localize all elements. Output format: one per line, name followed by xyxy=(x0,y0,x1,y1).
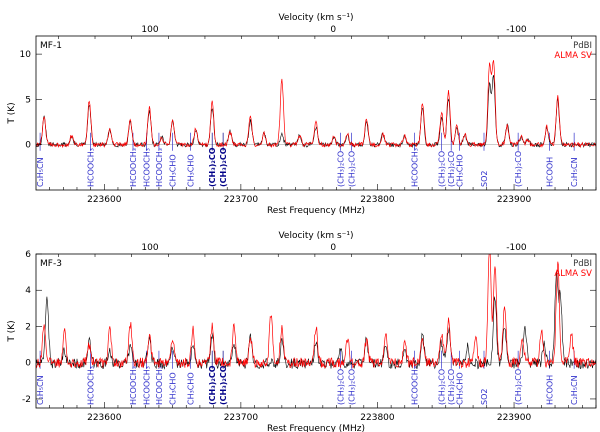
line-marker-label: (CH₃)₂CO xyxy=(348,151,357,187)
spectrum-panel-mf1: C₂H₅CN HCOOCH₃ HCOOCH₃ HCOOCH₃ HCOOCH₃ CH₃CHO… xyxy=(7,13,597,216)
spectrum-alma-sv xyxy=(36,254,596,369)
x-tick-label: 223900 xyxy=(497,413,532,423)
spectrum-panel-mf3: C₂H₅CN HCOOCH₃ HCOOCH₃ HCOOCH₃ HCOOCH₃ CH₃CHO… xyxy=(7,231,597,432)
line-marker-label: HCOOCH₃ xyxy=(87,366,96,405)
line-marker-label: (CH₃)₂CO xyxy=(337,151,346,187)
line-marker-label: HCOOH xyxy=(546,375,555,405)
line-marker-label: SO2 xyxy=(480,171,489,187)
top-tick-label: 100 xyxy=(141,243,158,253)
line-marker-label: (CH₃)₂CO xyxy=(447,151,456,187)
line-marker-label: (CH₃)₂CO xyxy=(514,151,523,187)
top-tick-label: -100 xyxy=(506,25,527,35)
line-marker-label: C₂H₅CN xyxy=(36,157,45,187)
top-tick-label: 0 xyxy=(330,25,336,35)
y-axis-title: T (K) xyxy=(7,102,17,124)
top-tick-label: 100 xyxy=(141,25,158,35)
y-tick-label: 4 xyxy=(25,286,31,296)
top-tick-label: 0 xyxy=(330,243,336,253)
line-marker-label: HCOOCH₃ xyxy=(87,148,96,187)
line-marker-label: (CH₃)₂CO xyxy=(348,369,357,405)
line-marker-label: C₂H₅CN xyxy=(570,157,579,187)
line-marker-label: (CH₃)₂CO xyxy=(208,365,217,405)
panel-label: MF-3 xyxy=(40,259,62,269)
line-marker-label: (CH₃)₂CO xyxy=(438,151,447,187)
line-marker-label: HCOOCH₃ xyxy=(155,366,164,405)
line-marker-label: CH₃CHO xyxy=(186,372,195,405)
top-tick-label: -100 xyxy=(506,243,527,253)
plot-frame xyxy=(35,35,597,191)
y-tick-label: 5 xyxy=(25,95,31,105)
x-tick-label: 223700 xyxy=(224,413,259,423)
line-marker-label: (CH₃)₂CO xyxy=(514,369,523,405)
line-marker-label: (CH₃)₂CO xyxy=(208,147,217,187)
y-tick-label: 0 xyxy=(25,359,31,369)
legend-entry: ALMA SV xyxy=(554,51,592,61)
line-marker-label: (CH₃)₂CO xyxy=(219,147,228,187)
x-tick-label: 223800 xyxy=(360,413,395,423)
line-marker-label: HCOOCH₃ xyxy=(155,148,164,187)
line-marker-label: CH₃CHO xyxy=(186,154,195,187)
line-marker-label: SO2 xyxy=(480,389,489,405)
legend-entry: PdBI xyxy=(573,41,592,51)
y-tick-label: 0 xyxy=(25,141,31,151)
line-marker-label: HCOOH xyxy=(546,157,555,187)
line-marker-label: C₂H₅CN xyxy=(570,375,579,405)
x-tick-label: 223800 xyxy=(360,195,395,205)
line-marker-label: (CH₃)₂CO xyxy=(337,369,346,405)
line-marker-label: (CH₃)₂CO xyxy=(219,365,228,405)
line-marker-label: CH₃CHO xyxy=(455,372,464,405)
x-axis-title: Rest Frequency (MHz) xyxy=(267,424,365,432)
x-axis-title: Rest Frequency (MHz) xyxy=(267,206,365,216)
panel-label: MF-1 xyxy=(40,41,62,51)
line-marker-label: HCOOCH₃ xyxy=(410,366,419,405)
spectrum-pdbi xyxy=(36,75,596,149)
y-axis-title: T (K) xyxy=(7,320,17,342)
top-axis-title: Velocity (km s⁻¹) xyxy=(278,13,353,23)
x-tick-label: 223600 xyxy=(87,195,122,205)
line-marker-label: (CH₃)₂CO xyxy=(447,369,456,405)
line-marker-label: C₂H₅CN xyxy=(36,375,45,405)
y-tick-label: 6 xyxy=(25,250,31,260)
x-tick-label: 223700 xyxy=(224,195,259,205)
y-tick-label: 10 xyxy=(20,50,32,60)
line-marker-label: HCOOCH₃ xyxy=(143,366,152,405)
x-tick-label: 223900 xyxy=(497,195,532,205)
line-marker-label: HCOOCH₃ xyxy=(410,148,419,187)
legend-entry: PdBI xyxy=(573,259,592,269)
legend-entry: ALMA SV xyxy=(554,269,592,279)
line-marker-label: HCOOCH₃ xyxy=(143,148,152,187)
line-marker-label: CH₃CHO xyxy=(169,154,178,187)
y-tick-label: 2 xyxy=(25,322,31,332)
line-marker-label: HCOOCH₃ xyxy=(129,366,138,405)
line-marker-label: HCOOCH₃ xyxy=(129,148,138,187)
plot-frame xyxy=(35,253,597,409)
top-axis-title: Velocity (km s⁻¹) xyxy=(278,231,353,241)
line-marker-label: CH₃CHO xyxy=(455,154,464,187)
spectrum-pdbi xyxy=(36,271,596,370)
line-marker-label: (CH₃)₂CO xyxy=(438,369,447,405)
spectrum-alma-sv xyxy=(36,60,596,149)
x-tick-label: 223600 xyxy=(87,413,122,423)
line-marker-label: CH₃CHO xyxy=(169,372,178,405)
y-tick-label: -2 xyxy=(22,395,31,405)
